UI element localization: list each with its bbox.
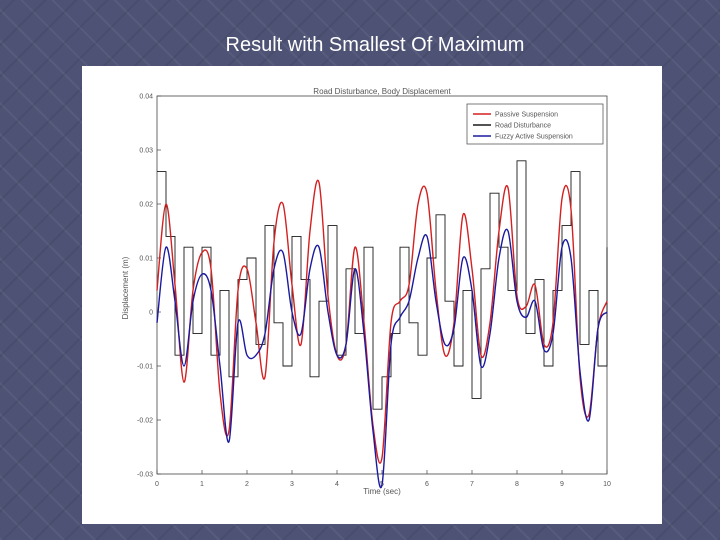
line-chart: Road Disturbance, Body Displacement Time… bbox=[121, 87, 611, 496]
y-tick-label: -0.03 bbox=[137, 472, 153, 479]
x-tick-label: 10 bbox=[603, 481, 611, 488]
series-line-fuzzy-active-suspension bbox=[156, 228, 608, 489]
x-tick-label: 1 bbox=[200, 481, 204, 488]
x-tick-label: 3 bbox=[290, 481, 294, 488]
plot-title: Road Disturbance, Body Displacement bbox=[313, 87, 451, 96]
legend-entry: Passive Suspension bbox=[495, 112, 558, 119]
legend-entry: Fuzzy Active Suspension bbox=[495, 134, 573, 141]
series-line-passive-suspension bbox=[156, 179, 608, 464]
x-tick-label: 7 bbox=[470, 481, 474, 488]
y-tick-label: 0.02 bbox=[139, 202, 153, 209]
x-tick-label: 0 bbox=[155, 481, 159, 488]
x-axis-label: Time (sec) bbox=[363, 487, 401, 496]
legend-entry: Road Disturbance bbox=[495, 123, 551, 130]
y-axis-label: Displacement (m) bbox=[121, 256, 130, 319]
y-tick-label: -0.01 bbox=[137, 364, 153, 371]
x-tick-label: 8 bbox=[515, 481, 519, 488]
slide-title: Result with Smallest Of Maximum bbox=[225, 34, 525, 56]
x-tick-label: 9 bbox=[560, 481, 564, 488]
x-tick-label: 4 bbox=[335, 481, 339, 488]
y-tick-label: 0.04 bbox=[139, 94, 153, 101]
y-tick-label: -0.02 bbox=[137, 418, 153, 425]
chart-figure: Road Disturbance, Body Displacement Time… bbox=[82, 66, 662, 524]
legend-box bbox=[466, 103, 604, 145]
y-tick-label: 0.01 bbox=[139, 256, 153, 263]
x-tick-label: 2 bbox=[245, 481, 249, 488]
y-tick-label: 0.03 bbox=[139, 148, 153, 155]
x-tick-label: 6 bbox=[425, 481, 429, 488]
y-tick-label: 0 bbox=[149, 310, 153, 317]
series-line-road-disturbance bbox=[157, 160, 608, 410]
